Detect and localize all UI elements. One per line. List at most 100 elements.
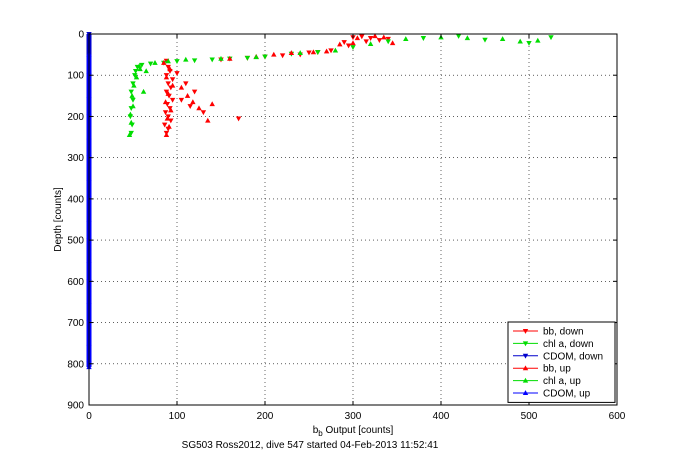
data-point (253, 54, 259, 60)
legend-label: bb, up (543, 364, 571, 375)
x-tick-label: 600 (609, 411, 626, 422)
data-point (341, 40, 347, 46)
data-point (165, 90, 171, 96)
y-tick-label: 600 (67, 277, 84, 288)
data-point (167, 66, 173, 72)
data-point (143, 68, 149, 74)
data-point (162, 110, 169, 116)
data-point (367, 36, 374, 41)
data-point (328, 48, 334, 54)
data-point (200, 110, 207, 116)
data-point (310, 49, 317, 55)
data-point (140, 88, 147, 94)
x-axis-label: bb Output [counts] (313, 425, 394, 438)
data-point (381, 34, 387, 40)
data-point (163, 132, 170, 138)
data-point (128, 89, 134, 95)
data-point (350, 40, 356, 46)
data-point (345, 43, 352, 49)
data-point (323, 48, 330, 54)
data-point (262, 54, 268, 60)
legend-box (507, 321, 616, 403)
y-tick-label: 0 (78, 30, 84, 41)
y-tick-label: 200 (67, 112, 84, 123)
data-point (133, 74, 140, 80)
data-point (191, 58, 198, 64)
data-point (482, 37, 488, 43)
data-point (128, 130, 134, 136)
data-point (376, 38, 383, 44)
data-point (196, 105, 202, 111)
x-tick-label: 300 (345, 411, 362, 422)
x-tick-label: 200 (257, 411, 274, 422)
data-point (130, 103, 136, 109)
figure-caption: SG503 Ross2012, dive 547 started 04-Feb-… (182, 440, 439, 451)
data-point (244, 55, 251, 61)
data-point (169, 82, 176, 88)
legend-marker (522, 353, 529, 359)
data-point (372, 33, 378, 39)
data-point (209, 101, 215, 107)
y-tick-label: 300 (67, 153, 84, 164)
series-chl-a-down (127, 34, 554, 136)
x-axis-label-rest: Output [counts] (323, 425, 394, 436)
data-point (128, 119, 134, 125)
data-point (147, 61, 154, 67)
legend-label: chl a, down (543, 339, 594, 350)
data-point (350, 45, 356, 51)
data-point (136, 63, 142, 69)
data-point (166, 123, 172, 129)
data-point (129, 93, 135, 98)
y-tick-label: 900 (67, 401, 84, 412)
data-point (132, 73, 138, 79)
data-point (165, 64, 171, 70)
data-point (359, 34, 365, 40)
data-point (279, 53, 286, 59)
data-point (168, 118, 174, 124)
data-point (127, 111, 134, 117)
data-point (161, 122, 168, 128)
data-point (218, 55, 224, 61)
data-point (271, 51, 277, 57)
data-point (535, 37, 541, 43)
legend-marker (522, 390, 529, 396)
x-tick-label: 0 (86, 411, 92, 422)
data-point (165, 81, 171, 87)
data-point (165, 58, 171, 64)
data-point (126, 132, 133, 138)
data-point (184, 93, 191, 98)
data-point (174, 71, 180, 76)
data-point (164, 115, 171, 121)
data-point (367, 41, 374, 46)
data-point (205, 117, 211, 123)
y-tick-label: 100 (67, 71, 84, 82)
data-point (227, 55, 233, 61)
data-point (420, 36, 427, 41)
data-point (332, 47, 339, 53)
legend-label: bb, down (543, 327, 584, 338)
data-point (354, 35, 361, 41)
data-point (163, 89, 170, 95)
data-point (363, 39, 369, 45)
data-point (385, 36, 391, 42)
data-point (190, 99, 196, 105)
data-point (288, 50, 295, 56)
series-chl-a-up (126, 34, 541, 138)
data-point (526, 41, 532, 46)
x-tick-label: 100 (169, 411, 186, 422)
data-point (163, 74, 170, 80)
legend-label: CDOM, up (543, 389, 591, 400)
data-point (209, 57, 215, 63)
legend-label: CDOM, down (543, 351, 603, 362)
y-tick-label: 700 (67, 318, 84, 329)
legend-marker (522, 365, 529, 371)
series-bb-up (161, 33, 396, 138)
data-point (187, 104, 193, 109)
data-point (162, 99, 169, 105)
y-tick-label: 400 (67, 194, 84, 205)
data-point (131, 82, 137, 88)
data-point (464, 35, 471, 41)
data-point (132, 69, 139, 74)
